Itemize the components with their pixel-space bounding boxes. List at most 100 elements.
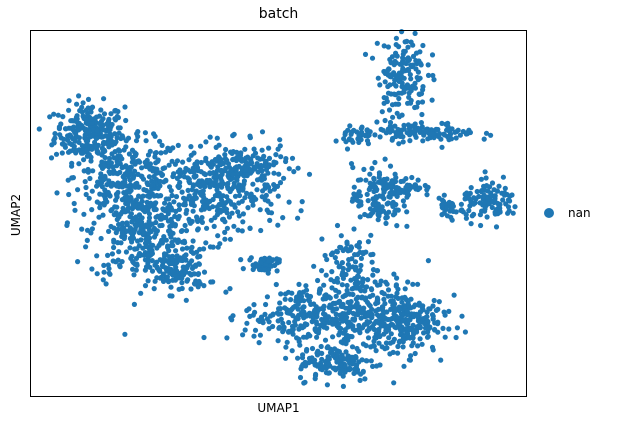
scatter-point [131,183,137,189]
scatter-point [393,325,399,331]
scatter-point [368,232,374,238]
scatter-point [268,313,274,319]
scatter-point [338,369,344,375]
scatter-point [82,179,88,185]
scatter-point [322,293,328,299]
scatter-point [430,303,436,309]
scatter-point [312,326,318,332]
scatter-point [381,291,387,297]
scatter-point [436,131,442,137]
scatter-point [365,239,371,245]
scatter-point [171,199,177,205]
scatter-point [277,137,283,143]
scatter-point [179,228,185,234]
scatter-point [69,118,75,124]
scatter-point [254,187,260,193]
scatter-point [238,257,244,263]
scatter-point [163,149,169,155]
scatter-point [210,204,216,210]
scatter-point [72,129,78,135]
scatter-point [303,348,310,354]
scatter-point [48,155,55,161]
scatter-point [315,277,321,284]
scatter-point [181,238,187,244]
scatter-point [416,323,422,329]
scatter-point [210,181,216,187]
scatter-point [146,174,152,180]
scatter-point [454,325,460,331]
scatter-point [364,319,370,325]
scatter-point [163,196,169,202]
scatter-point [167,184,173,190]
scatter-point [176,202,182,208]
scatter-point [394,290,400,296]
scatter-point [76,139,82,145]
scatter-point [99,134,105,140]
scatter-point [364,191,370,197]
scatter-point [324,325,330,331]
scatter-point [227,286,233,292]
scatter-point [114,216,120,223]
scatter-point [92,139,98,145]
scatter-point [95,179,101,185]
scatter-point [61,136,67,142]
scatter-point [148,182,154,189]
scatter-point [119,197,125,203]
scatter-point [251,333,257,339]
scatter-point [252,309,258,315]
scatter-point [357,214,363,220]
scatter-point [223,165,229,171]
scatter-point [377,314,383,320]
scatter-point [113,197,119,203]
scatter-point [336,332,342,338]
scatter-point [438,136,444,142]
scatter-point [337,244,343,250]
scatter-point [226,214,232,220]
scatter-point [249,160,255,166]
scatter-point [378,323,384,329]
scatter-point [266,145,272,151]
scatter-point [161,234,167,240]
scatter-point [372,159,378,166]
scatter-point [152,150,158,156]
scatter-point [348,277,354,283]
scatter-point [158,193,164,199]
scatter-point [371,181,377,187]
scatter-point [197,143,204,149]
x-axis-label: UMAP1 [257,401,300,415]
scatter-point [395,295,401,301]
scatter-point [83,117,89,123]
scatter-point [179,189,185,195]
scatter-point [231,184,237,190]
scatter-point [201,283,207,289]
scatter-point [151,207,157,213]
scatter-point [228,166,234,172]
scatter-point [127,185,133,191]
scatter-point [105,119,111,125]
scatter-point [351,191,357,197]
scatter-point [108,208,114,214]
scatter-point [349,137,355,143]
scatter-point [135,171,141,177]
scatter-point [327,295,333,301]
scatter-point [394,53,400,59]
scatter-point [350,316,356,322]
scatter-point [419,99,426,105]
scatter-point [384,345,390,351]
scatter-point [380,208,387,214]
scatter-point [357,377,363,383]
scatter-point [65,177,71,183]
scatter-point [430,72,436,79]
scatter-point [468,185,474,191]
scatter-point [275,338,281,344]
scatter-point [108,223,114,230]
scatter-point [154,245,160,251]
scatter-point [404,308,410,314]
scatter-point [303,283,309,289]
scatter-point [265,270,271,276]
scatter-point [377,333,383,340]
scatter-point [235,209,241,215]
scatter-point [102,163,108,169]
scatter-point [502,185,508,191]
scatter-point [101,111,108,117]
